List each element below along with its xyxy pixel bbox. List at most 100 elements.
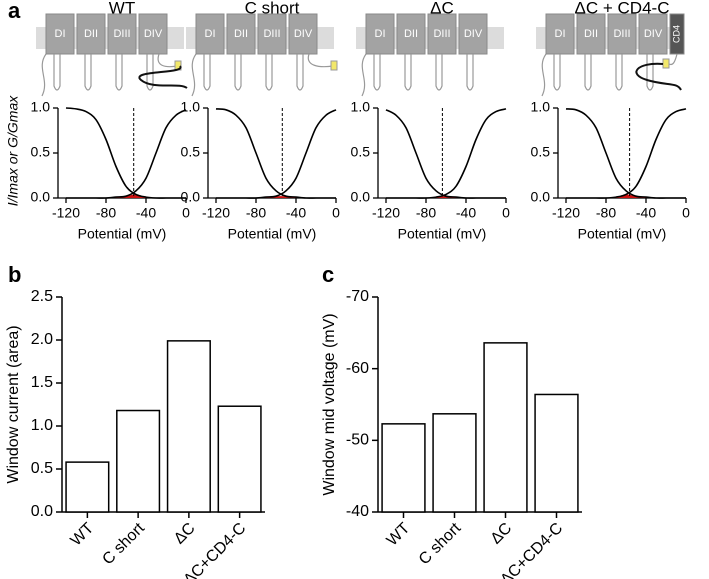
panel-title: ΔC bbox=[430, 0, 454, 17]
y-tick-label: -70 bbox=[346, 288, 369, 305]
loop bbox=[404, 54, 412, 91]
y-tick-label: 1.0 bbox=[351, 99, 371, 115]
domain-box bbox=[545, 13, 575, 55]
y-axis-label: I/Imax or G/Gmax bbox=[5, 95, 21, 206]
y-tick-label: 2.0 bbox=[31, 331, 53, 348]
loop bbox=[466, 54, 474, 91]
loop bbox=[615, 54, 623, 91]
domain-label: DIV bbox=[144, 28, 163, 40]
y-tick-label: 0.0 bbox=[351, 189, 371, 205]
x-tick-label: -80 bbox=[96, 205, 116, 221]
domain-label: CD4 bbox=[671, 25, 681, 43]
n-terminus bbox=[191, 53, 197, 97]
y-tick-label: -40 bbox=[346, 503, 369, 520]
bar bbox=[65, 461, 110, 513]
panel-label: a bbox=[8, 0, 21, 23]
y-tick-label: 0.5 bbox=[351, 144, 371, 160]
domain-box bbox=[45, 13, 75, 55]
x-tick-label: -40 bbox=[136, 205, 156, 221]
loop bbox=[373, 54, 381, 91]
bar bbox=[381, 423, 426, 513]
loop bbox=[115, 54, 123, 91]
x-axis-label: Potential (mV) bbox=[578, 226, 667, 242]
domain-label: DIII bbox=[113, 28, 130, 40]
x-tick-label: -40 bbox=[456, 205, 476, 221]
domain-label: DI bbox=[55, 28, 66, 40]
domain-box bbox=[107, 13, 137, 55]
domain-label: DI bbox=[375, 28, 386, 40]
c-terminus bbox=[307, 53, 334, 68]
curve bbox=[215, 108, 336, 199]
domain-box bbox=[195, 13, 225, 55]
x-tick-label: 0 bbox=[682, 205, 690, 221]
domain-box bbox=[288, 13, 318, 55]
x-tick-label: ΔC bbox=[171, 520, 199, 548]
x-tick-label: -120 bbox=[552, 205, 580, 221]
domain-label: DII bbox=[584, 28, 598, 40]
x-tick-label: WT bbox=[68, 520, 98, 550]
domain-label: DIII bbox=[263, 28, 280, 40]
loop bbox=[203, 54, 211, 91]
c-tail bbox=[138, 65, 188, 89]
domain-label: DIV bbox=[464, 28, 483, 40]
x-tick-label: C short bbox=[99, 519, 148, 568]
x-tick-label: 0 bbox=[182, 205, 190, 221]
panel-title: ΔC + CD4-C bbox=[575, 0, 670, 17]
loop bbox=[584, 54, 592, 91]
y-tick-label: 0.5 bbox=[181, 144, 201, 160]
loop bbox=[234, 54, 242, 91]
window-area bbox=[216, 196, 336, 199]
curve bbox=[565, 108, 687, 199]
x-axis-label: Potential (mV) bbox=[228, 226, 317, 242]
y-tick-label: 0.0 bbox=[531, 189, 551, 205]
domain-box bbox=[607, 13, 637, 55]
domain-box bbox=[458, 13, 488, 55]
domain-box bbox=[396, 13, 426, 55]
x-tick-label: -80 bbox=[246, 205, 266, 221]
loop bbox=[84, 54, 92, 91]
y-tick-label: 0.5 bbox=[531, 144, 551, 160]
domain-label: DII bbox=[84, 28, 98, 40]
loop bbox=[265, 54, 273, 91]
y-axis-label: Window mid voltage (mV) bbox=[321, 313, 338, 495]
domain-label: DII bbox=[234, 28, 248, 40]
bar bbox=[483, 342, 528, 513]
curve bbox=[385, 109, 506, 199]
x-tick-label: 0 bbox=[332, 205, 340, 221]
y-tick-label: -60 bbox=[346, 360, 369, 377]
domain-label: DI bbox=[205, 28, 216, 40]
y-tick-label: 0.0 bbox=[31, 503, 53, 520]
loop bbox=[53, 54, 61, 91]
domain-box bbox=[138, 13, 168, 55]
curve bbox=[65, 109, 187, 199]
loop bbox=[646, 54, 654, 91]
y-tick-label: 1.0 bbox=[181, 99, 201, 115]
x-tick-label: -80 bbox=[596, 205, 616, 221]
y-axis-label: Window current (area) bbox=[5, 325, 22, 483]
n-terminus bbox=[361, 53, 367, 97]
panel-label: b bbox=[8, 262, 21, 287]
x-tick-label: -40 bbox=[286, 205, 306, 221]
curve bbox=[565, 108, 686, 199]
x-tick-label: 0 bbox=[502, 205, 510, 221]
domain-label: DIV bbox=[294, 28, 313, 40]
domain-box bbox=[638, 13, 668, 55]
domain-label: DIII bbox=[613, 28, 630, 40]
panel-label: c bbox=[322, 262, 334, 287]
domain-label: DI bbox=[555, 28, 566, 40]
y-tick-label: 1.5 bbox=[31, 374, 53, 391]
bar bbox=[432, 413, 477, 513]
x-tick-label: -40 bbox=[636, 205, 656, 221]
x-tick-label: WT bbox=[384, 520, 414, 550]
window-area bbox=[386, 196, 506, 199]
y-tick-label: 1.0 bbox=[531, 99, 551, 115]
x-tick-label: -120 bbox=[372, 205, 400, 221]
c-terminus bbox=[668, 53, 678, 66]
n-terminus bbox=[41, 53, 47, 97]
domain-box bbox=[365, 13, 395, 55]
domain-box bbox=[76, 13, 106, 55]
c-tail bbox=[635, 62, 682, 91]
bar bbox=[116, 409, 161, 513]
x-tick-label: -120 bbox=[52, 205, 80, 221]
